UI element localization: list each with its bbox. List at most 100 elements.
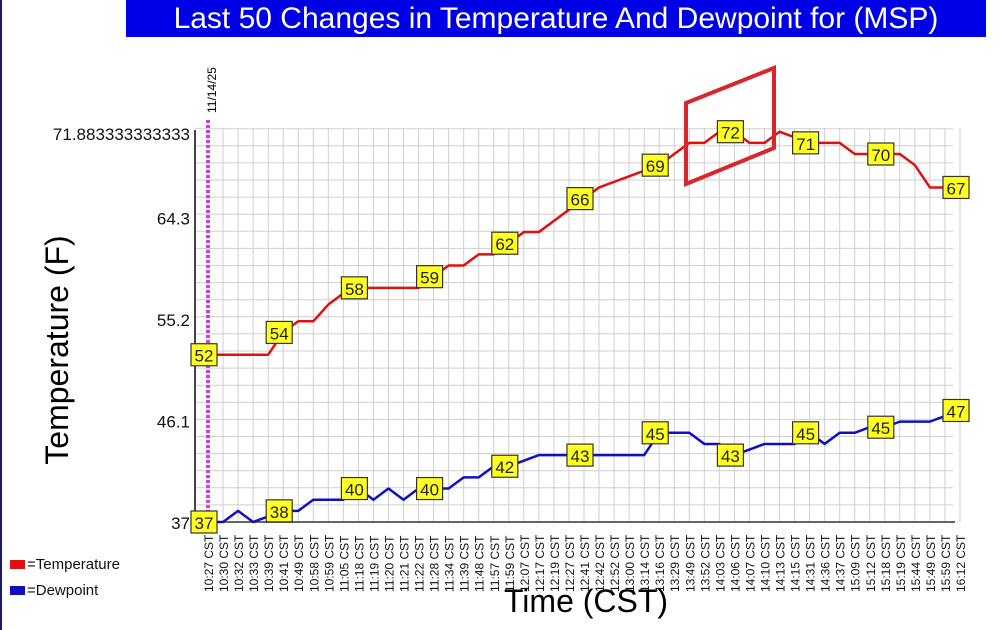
data-point bbox=[703, 142, 706, 144]
data-label: 52 bbox=[190, 343, 218, 367]
date-marker-label: 11/14/25 bbox=[205, 67, 219, 113]
x-tick-label: 10:30 CST bbox=[217, 534, 231, 592]
data-label: 54 bbox=[265, 320, 293, 345]
x-tick-label: 14:31 CST bbox=[804, 534, 818, 592]
data-label-text: 67 bbox=[947, 179, 966, 198]
data-point bbox=[477, 476, 480, 479]
data-point bbox=[823, 443, 826, 445]
data-label: 72 bbox=[716, 120, 745, 144]
data-point bbox=[237, 353, 239, 356]
legend-label: =Temperature bbox=[27, 556, 120, 573]
data-point bbox=[372, 498, 375, 501]
data-point bbox=[538, 454, 540, 456]
data-point bbox=[748, 142, 751, 144]
data-label-box bbox=[416, 265, 444, 289]
data-label-text: 47 bbox=[947, 402, 966, 421]
x-tick-label: 11:20 CST bbox=[382, 535, 396, 592]
data-label-box bbox=[867, 142, 895, 166]
legend-dewpoint: =Dewpoint bbox=[10, 582, 98, 599]
axes bbox=[194, 120, 955, 523]
x-tick-label: 12:27 CST bbox=[563, 534, 577, 592]
data-point bbox=[899, 420, 901, 423]
chart-title: Last 50 Changes in Temperature And Dewpo… bbox=[126, 0, 986, 37]
data-label-box bbox=[340, 276, 368, 300]
x-tick-label: 13:16 CST bbox=[653, 534, 667, 592]
data-point bbox=[312, 320, 315, 323]
data-label-text: 40 bbox=[345, 481, 364, 500]
data-point bbox=[929, 186, 931, 189]
data-label: 40 bbox=[416, 476, 444, 501]
x-tick-label: 11:34 CST bbox=[443, 535, 457, 592]
data-label-box bbox=[791, 421, 820, 445]
x-tick-label: 16:12 CST bbox=[954, 534, 968, 592]
data-label-text: 54 bbox=[270, 324, 289, 343]
data-label-text: 43 bbox=[571, 447, 590, 466]
data-point bbox=[914, 164, 916, 166]
y-tick-label: 64.3 bbox=[157, 210, 190, 229]
data-point bbox=[823, 142, 826, 144]
data-labels: 52 54 58 59 62 66 69 72 71 70 67 37 38 40 40 42 43 45 43 45… bbox=[190, 120, 970, 534]
data-label-text: 70 bbox=[871, 146, 890, 165]
legend-swatch-red bbox=[10, 560, 25, 569]
data-label-box bbox=[716, 443, 745, 467]
data-point bbox=[462, 476, 465, 479]
data-label: 70 bbox=[867, 142, 895, 166]
x-tick-label: 15:59 CST bbox=[939, 534, 953, 592]
data-point bbox=[899, 153, 901, 155]
data-label-box bbox=[416, 476, 444, 501]
x-tick-label: 10:58 CST bbox=[307, 534, 321, 592]
data-point bbox=[598, 454, 600, 456]
data-label: 62 bbox=[491, 231, 519, 255]
data-point bbox=[372, 287, 375, 289]
x-tick-label: 11:59 CST bbox=[503, 535, 517, 592]
data-point bbox=[387, 287, 390, 289]
x-tick-label: 12:52 CST bbox=[608, 534, 622, 592]
data-point bbox=[673, 153, 676, 155]
data-label-text: 58 bbox=[345, 280, 364, 299]
data-label-text: 45 bbox=[646, 425, 665, 444]
x-tick-label: 15:19 CST bbox=[894, 534, 908, 592]
data-label-box bbox=[491, 231, 519, 255]
x-tick-label: 11:19 CST bbox=[367, 535, 381, 592]
data-point bbox=[553, 454, 555, 456]
data-point bbox=[838, 142, 841, 144]
data-point bbox=[297, 320, 300, 323]
x-tick-label: 11:21 CST bbox=[398, 535, 412, 592]
x-tick-label: 10:39 CST bbox=[262, 534, 276, 592]
data-label-box bbox=[566, 187, 594, 211]
x-tick-label: 11:28 CST bbox=[428, 535, 442, 592]
data-label-text: 69 bbox=[646, 157, 665, 176]
x-tick-label: 14:15 CST bbox=[789, 534, 803, 592]
data-label: 71 bbox=[791, 131, 820, 155]
x-tick-label: 14:13 CST bbox=[774, 534, 788, 592]
data-label-text: 43 bbox=[721, 447, 740, 466]
x-tick-label: 13:52 CST bbox=[698, 534, 712, 592]
data-label: 45 bbox=[791, 421, 820, 445]
data-point bbox=[853, 431, 856, 434]
data-label-box bbox=[566, 443, 594, 467]
data-point bbox=[387, 487, 390, 490]
data-point bbox=[327, 303, 330, 306]
x-tick-label: 11:22 CST bbox=[413, 535, 427, 592]
data-label-text: 45 bbox=[871, 419, 890, 438]
data-label-box bbox=[867, 415, 895, 439]
data-point bbox=[778, 130, 781, 133]
data-label-text: 71 bbox=[796, 135, 815, 154]
highlight-annotation bbox=[684, 65, 776, 187]
data-label-box bbox=[340, 476, 368, 501]
data-point bbox=[613, 454, 615, 456]
data-label-box bbox=[942, 175, 970, 200]
y-tick-label: 71.883333333333 bbox=[53, 125, 190, 144]
data-point bbox=[312, 498, 315, 501]
data-point bbox=[703, 443, 706, 445]
data-point bbox=[477, 253, 480, 256]
x-tick-label: 14:07 CST bbox=[743, 534, 757, 592]
x-tick-label: 10:49 CST bbox=[292, 534, 306, 592]
data-point bbox=[778, 443, 781, 445]
data-point bbox=[628, 454, 630, 456]
data-label-text: 45 bbox=[796, 425, 815, 444]
x-tick-label: 10:41 CST bbox=[277, 534, 291, 592]
x-tick-label: 10:59 CST bbox=[322, 534, 336, 592]
